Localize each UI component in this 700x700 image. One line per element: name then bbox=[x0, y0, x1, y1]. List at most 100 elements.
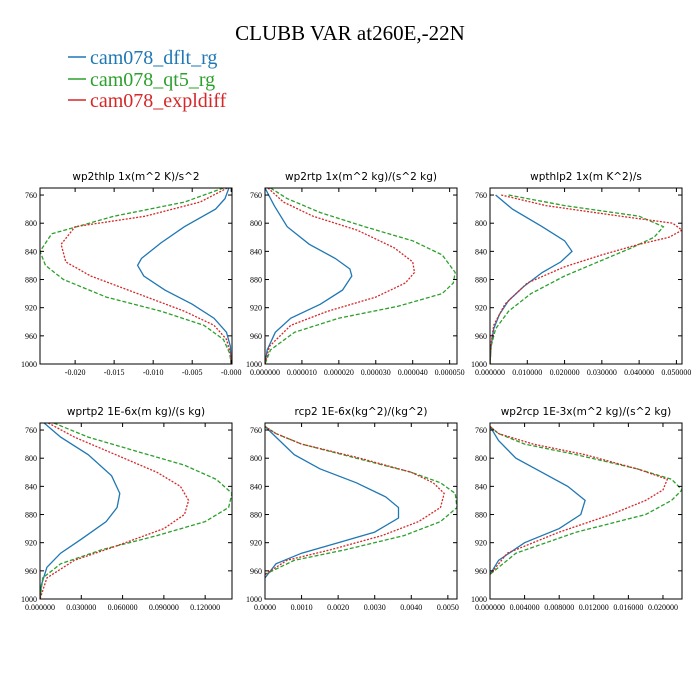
x-tick-label: 0.0020 bbox=[327, 603, 349, 612]
y-tick-label: 800 bbox=[25, 454, 37, 463]
legend-entry-expldiff: cam078_expldiff bbox=[68, 90, 227, 112]
x-tick-label: 0.000000 bbox=[475, 603, 505, 612]
y-tick-label: 960 bbox=[25, 332, 37, 341]
x-tick-label: 0.0010 bbox=[291, 603, 313, 612]
panel-title: rcp2 1E-6x(kg^2)/(kg^2) bbox=[295, 406, 428, 418]
y-tick-label: 880 bbox=[250, 511, 262, 520]
panel-6: wp2rcp 1E-3x(m^2 kg)/(s^2 kg) 760 800 840 88… bbox=[471, 406, 683, 612]
series-group bbox=[490, 194, 682, 364]
panel-title: wpthlp2 1x(m K^2)/s bbox=[530, 171, 642, 183]
series-line-cam078_qt5_rg bbox=[490, 194, 665, 364]
series-line-cam078_dflt_rg bbox=[265, 426, 400, 579]
x-tick-label: 0.012000 bbox=[579, 603, 609, 612]
legend-label: cam078_expldiff bbox=[90, 90, 227, 112]
y-tick-label: 1000 bbox=[246, 595, 262, 604]
x-tick-label: 0.000000 bbox=[475, 368, 505, 377]
y-tick-label: 800 bbox=[25, 219, 37, 228]
x-tick-label: 0.000000 bbox=[25, 603, 55, 612]
y-tick-label: 960 bbox=[475, 332, 487, 341]
y-tick-label: 840 bbox=[25, 482, 37, 491]
x-tick-label: 0.000020 bbox=[324, 368, 354, 377]
y-tick-label: 880 bbox=[25, 511, 37, 520]
series-line-cam078_dflt_rg bbox=[136, 188, 232, 364]
panel-4: wprtp2 1E-6x(m kg)/(s kg) 760 800 840 880 920… bbox=[21, 406, 233, 612]
plot-frame bbox=[489, 422, 683, 600]
y-tick-label: 880 bbox=[475, 511, 487, 520]
y-tick-label: 880 bbox=[250, 276, 262, 285]
panel-title: wp2rcp 1E-3x(m^2 kg)/(s^2 kg) bbox=[501, 406, 672, 418]
legend-entry-qt5: cam078_qt5_rg bbox=[68, 69, 215, 91]
y-tick-label: 960 bbox=[250, 567, 262, 576]
x-tick-label: 0.090000 bbox=[149, 603, 179, 612]
plot-frame bbox=[264, 187, 458, 365]
series-line-cam078_qt5_rg bbox=[40, 423, 232, 599]
x-tick-label: 0.050000 bbox=[661, 368, 691, 377]
series-group bbox=[40, 188, 232, 364]
y-tick-label: 760 bbox=[250, 191, 262, 200]
legend-entry-dflt: cam078_dflt_rg bbox=[68, 47, 217, 69]
panel-1: wp2thlp 1x(m^2 K)/s^2 760 800 840 880 920 960 1… bbox=[21, 171, 242, 377]
x-tick-label: -0.010 bbox=[143, 368, 164, 377]
y-tick-label: 920 bbox=[475, 539, 487, 548]
y-tick-label: 1000 bbox=[21, 360, 37, 369]
x-tick-label: 0.120000 bbox=[190, 603, 220, 612]
series-line-cam078_qt5_rg bbox=[265, 188, 456, 364]
y-tick-label: 760 bbox=[25, 426, 37, 435]
panel-3: wpthlp2 1x(m K^2)/s 760 800 840 880 920 960 100… bbox=[471, 171, 691, 377]
series-group bbox=[490, 425, 682, 575]
series-group bbox=[265, 188, 456, 364]
y-tick-label: 840 bbox=[250, 482, 262, 491]
plot-frame bbox=[489, 187, 683, 365]
y-tick-label: 880 bbox=[25, 276, 37, 285]
series-line-cam078_expldiff bbox=[60, 188, 232, 364]
legend-label: cam078_dflt_rg bbox=[90, 47, 217, 69]
plot-frame bbox=[39, 422, 233, 600]
x-tick-label: 0.020000 bbox=[550, 368, 580, 377]
figure-title: CLUBB VAR at260E,-22N bbox=[235, 21, 465, 45]
series-line-cam078_dflt_rg bbox=[490, 426, 586, 575]
x-tick-label: -0.000 bbox=[221, 368, 242, 377]
y-tick-label: 800 bbox=[475, 219, 487, 228]
series-line-cam078_expldiff bbox=[490, 194, 682, 364]
x-tick-label: -0.020 bbox=[65, 368, 86, 377]
panel-2: wp2rtp 1x(m^2 kg)/(s^2 kg) 760 800 840 880 92… bbox=[246, 171, 465, 377]
y-tick-label: 840 bbox=[475, 247, 487, 256]
plot-frame bbox=[39, 187, 233, 365]
x-tick-label: 0.030000 bbox=[66, 603, 96, 612]
y-tick-label: 800 bbox=[250, 454, 262, 463]
x-tick-label: 0.020000 bbox=[648, 603, 678, 612]
x-tick-label: 0.004000 bbox=[510, 603, 540, 612]
x-tick-label: 0.000030 bbox=[361, 368, 391, 377]
panel-title: wp2thlp 1x(m^2 K)/s^2 bbox=[72, 171, 199, 183]
y-tick-label: 920 bbox=[25, 304, 37, 313]
series-line-cam078_expldiff bbox=[265, 188, 416, 364]
y-tick-label: 800 bbox=[475, 454, 487, 463]
y-tick-label: 760 bbox=[25, 191, 37, 200]
x-tick-label: -0.015 bbox=[104, 368, 125, 377]
y-tick-label: 760 bbox=[475, 191, 487, 200]
series-line-cam078_expldiff bbox=[40, 423, 190, 599]
series-line-cam078_qt5_rg bbox=[490, 425, 682, 575]
y-tick-label: 1000 bbox=[21, 595, 37, 604]
x-tick-label: 0.0030 bbox=[364, 603, 386, 612]
x-tick-label: 0.000050 bbox=[435, 368, 465, 377]
series-line-cam078_qt5_rg bbox=[265, 425, 457, 575]
series-line-cam078_dflt_rg bbox=[40, 423, 121, 599]
x-tick-label: 0.000000 bbox=[250, 368, 280, 377]
x-tick-label: 0.008000 bbox=[544, 603, 574, 612]
series-group bbox=[265, 425, 457, 579]
x-tick-label: 0.0000 bbox=[254, 603, 276, 612]
legend: cam078_dflt_rg cam078_qt5_rg cam078_expl… bbox=[68, 47, 227, 112]
y-tick-label: 960 bbox=[25, 567, 37, 576]
panel-title: wprtp2 1E-6x(m kg)/(s kg) bbox=[67, 406, 205, 418]
series-line-cam078_dflt_rg bbox=[265, 188, 353, 364]
y-tick-label: 840 bbox=[25, 247, 37, 256]
series-group bbox=[40, 423, 232, 599]
x-tick-label: 0.010000 bbox=[512, 368, 542, 377]
y-tick-label: 960 bbox=[475, 567, 487, 576]
x-tick-label: 0.0040 bbox=[400, 603, 422, 612]
panel-title: wp2rtp 1x(m^2 kg)/(s^2 kg) bbox=[285, 171, 437, 183]
x-tick-label: 0.030000 bbox=[587, 368, 617, 377]
y-tick-label: 800 bbox=[250, 219, 262, 228]
y-tick-label: 880 bbox=[475, 276, 487, 285]
